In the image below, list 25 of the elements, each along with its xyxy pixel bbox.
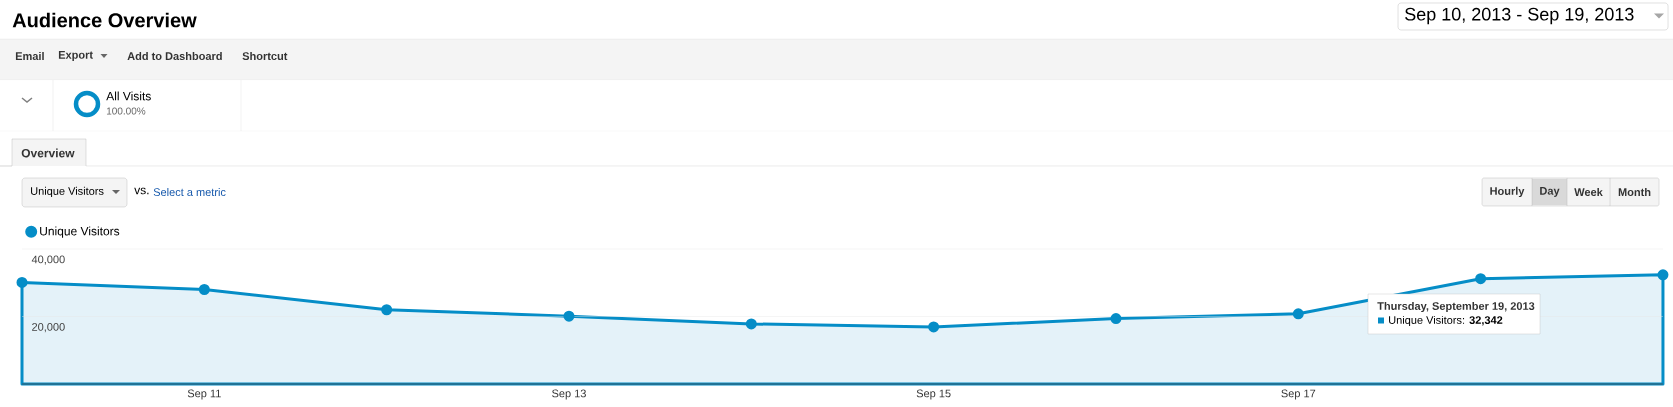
x-tick-label: Sep 13	[552, 389, 586, 400]
legend-label: Unique Visitors	[40, 226, 120, 238]
x-tick-label: Sep 17	[1281, 389, 1316, 400]
text: Export	[58, 51, 93, 61]
text: All Visits	[106, 91, 151, 101]
chart-title: Audience Overview	[12, 12, 197, 28]
x-tick-label: Sep 15	[916, 389, 951, 400]
annotation: Thursday, September 19, 2013	[1377, 301, 1535, 313]
text: Week	[1574, 187, 1603, 197]
text: Overview	[21, 148, 75, 158]
text: Month	[1618, 187, 1651, 197]
text: Shortcut	[242, 51, 288, 61]
y-tick-label: 40,000	[31, 255, 65, 265]
x-tick-label: Sep 11	[187, 389, 221, 400]
chart-subtitle: Sep 10, 2013 - Sep 19, 2013	[1405, 7, 1634, 25]
y-tick-label: 20,000	[32, 323, 65, 333]
text: Select a metric	[153, 187, 226, 197]
annotation: Unique Visitors: 32,342	[1389, 315, 1503, 327]
text: Email	[15, 51, 44, 61]
text: Hourly	[1490, 186, 1525, 198]
text: 100.00%	[106, 107, 146, 115]
text: Unique Visitors	[31, 186, 104, 198]
text: vs.	[134, 187, 149, 195]
text: Day	[1540, 187, 1560, 197]
text: Add to Dashboard	[127, 51, 222, 61]
